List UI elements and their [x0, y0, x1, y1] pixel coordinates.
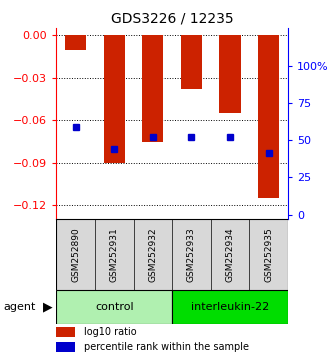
Text: GSM252934: GSM252934	[225, 228, 235, 282]
Title: GDS3226 / 12235: GDS3226 / 12235	[111, 12, 233, 26]
Text: control: control	[95, 302, 133, 312]
Bar	[258, 35, 279, 198]
Text: agent: agent	[3, 302, 36, 312]
Bar	[181, 35, 202, 89]
Bar	[56, 342, 75, 353]
Text: log10 ratio: log10 ratio	[84, 327, 137, 337]
Bar	[56, 327, 75, 337]
Text: percentile rank within the sample: percentile rank within the sample	[84, 342, 249, 352]
Bar	[104, 35, 125, 163]
Bar	[219, 35, 241, 113]
Text: GSM252932: GSM252932	[148, 228, 157, 282]
Text: interleukin-22: interleukin-22	[191, 302, 269, 312]
Text: GSM252935: GSM252935	[264, 228, 273, 282]
Text: GSM252890: GSM252890	[71, 228, 80, 282]
Text: ▶: ▶	[43, 301, 53, 314]
Bar	[172, 290, 288, 324]
Bar	[142, 35, 164, 142]
Text: GSM252931: GSM252931	[110, 228, 119, 282]
Bar	[65, 35, 86, 50]
Text: GSM252933: GSM252933	[187, 228, 196, 282]
Bar	[56, 290, 172, 324]
